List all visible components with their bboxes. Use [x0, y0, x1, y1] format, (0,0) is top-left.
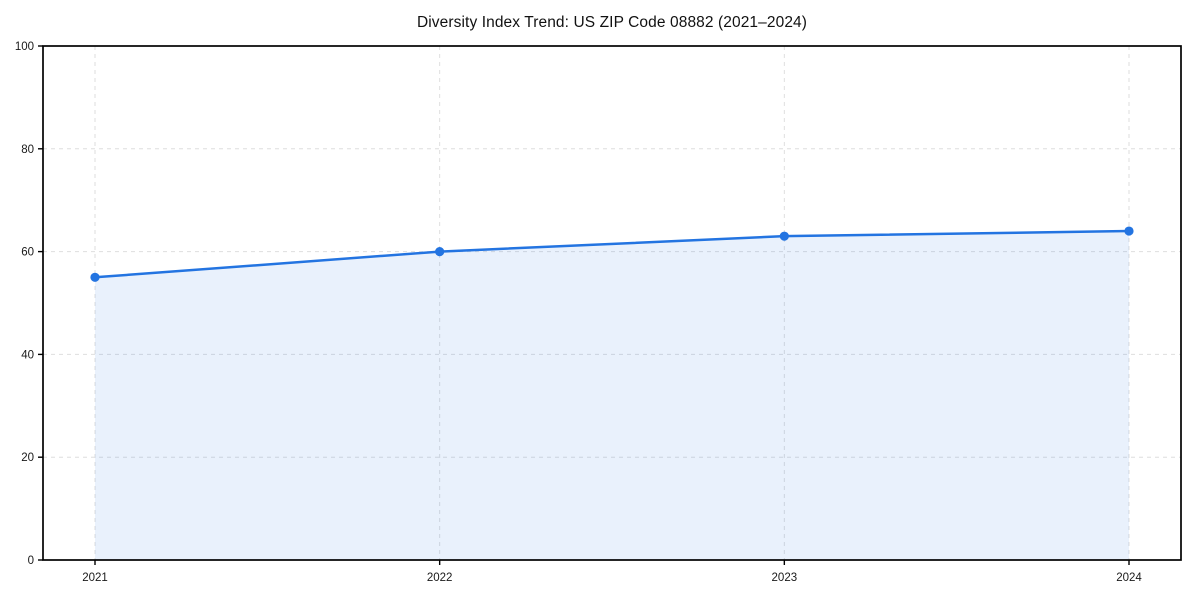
data-point: [1124, 226, 1134, 236]
x-tick-label: 2024: [1116, 572, 1142, 584]
x-tick-label: 2023: [772, 572, 798, 584]
plot-border: [42, 45, 1182, 561]
data-point: [435, 247, 445, 257]
y-tick-label: 40: [21, 349, 34, 361]
y-tick-label: 60: [21, 247, 34, 259]
y-tick-label: 100: [15, 41, 34, 53]
data-point: [779, 231, 789, 241]
data-point: [90, 272, 100, 282]
x-tick-label: 2022: [427, 572, 453, 584]
y-tick-label: 80: [21, 144, 34, 156]
chart-title: Diversity Index Trend: US ZIP Code 08882…: [416, 14, 808, 31]
x-tick-label: 2021: [82, 572, 108, 584]
y-tick-label: 0: [28, 555, 34, 567]
y-tick-label: 20: [21, 452, 34, 464]
trend-line: [93, 229, 1131, 279]
area-fill: [95, 231, 1129, 561]
